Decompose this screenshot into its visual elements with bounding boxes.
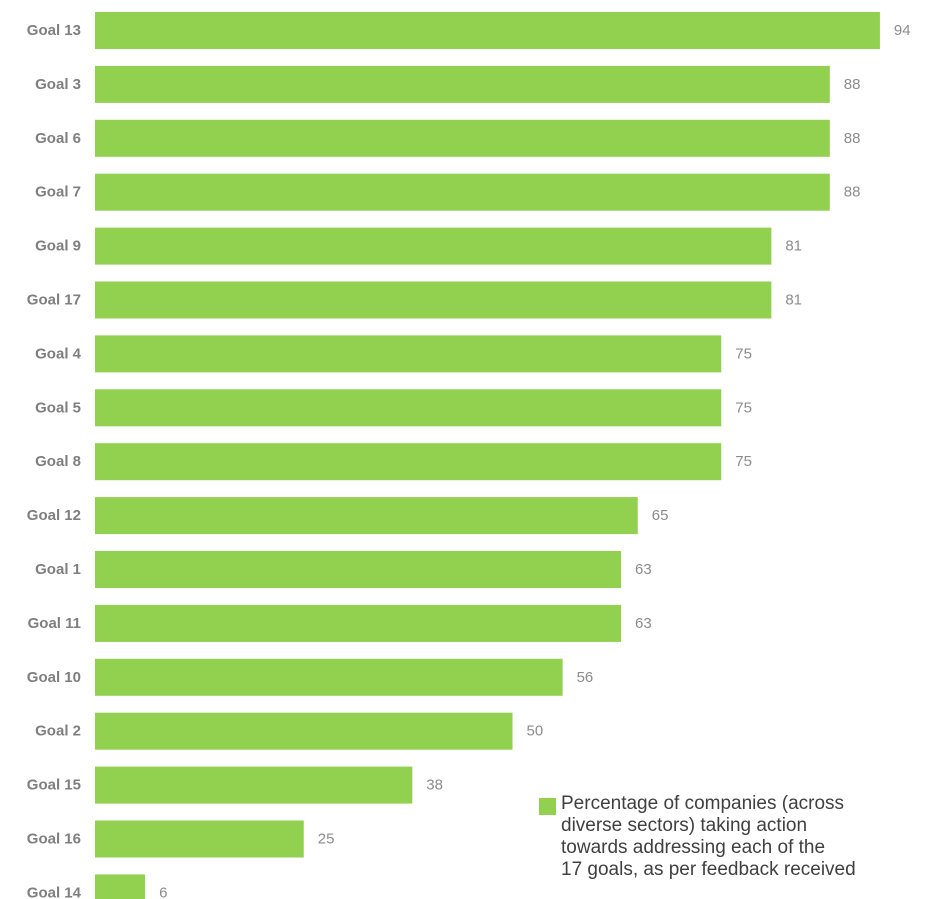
bar — [95, 335, 722, 373]
category-label: Goal 10 — [27, 669, 81, 686]
value-label: 81 — [785, 292, 802, 309]
value-label: 88 — [844, 76, 861, 93]
category-label: Goal 14 — [27, 884, 82, 899]
legend-label: Percentage of companies (across diverse … — [561, 793, 856, 880]
category-label: Goal 16 — [27, 831, 81, 848]
legend-swatch — [539, 798, 556, 815]
bar — [95, 12, 880, 49]
category-label: Goal 7 — [35, 184, 81, 201]
value-label: 94 — [894, 22, 911, 39]
value-label: 88 — [844, 130, 861, 147]
bars-group — [95, 12, 880, 899]
value-label: 75 — [735, 345, 752, 362]
bar — [95, 227, 772, 265]
bar — [95, 766, 413, 804]
bar — [95, 443, 722, 481]
category-label: Goal 3 — [35, 76, 81, 93]
value-label: 88 — [844, 184, 861, 201]
bar — [95, 874, 146, 899]
bar — [95, 604, 622, 642]
category-label: Goal 5 — [35, 399, 81, 416]
category-label: Goal 8 — [35, 453, 81, 470]
category-label: Goal 2 — [35, 723, 81, 740]
bar — [95, 712, 513, 750]
value-label: 38 — [426, 777, 443, 794]
category-label: Goal 12 — [27, 507, 81, 524]
category-label: Goal 11 — [28, 615, 81, 632]
value-label: 56 — [577, 669, 594, 686]
category-label: Goal 9 — [35, 238, 81, 255]
value-label: 25 — [318, 831, 335, 848]
bar — [95, 281, 772, 319]
value-label: 65 — [652, 507, 669, 524]
labels-group: Goal 13 94 Goal 3 88 Goal 6 88 Goal 7 88 Goal 9 8… — [27, 22, 911, 899]
value-label: 50 — [527, 723, 544, 740]
bar — [95, 173, 830, 211]
value-label: 75 — [735, 453, 752, 470]
bar — [95, 820, 304, 858]
category-label: Goal 17 — [27, 292, 81, 309]
category-label: Goal 4 — [35, 345, 82, 362]
category-label: Goal 13 — [27, 22, 81, 39]
value-label: 75 — [735, 399, 752, 416]
value-label: 81 — [785, 238, 802, 255]
bar — [95, 497, 638, 535]
bar — [95, 389, 722, 427]
bar — [95, 658, 563, 696]
value-label: 63 — [635, 561, 652, 578]
value-label: 6 — [159, 884, 167, 899]
category-label: Goal 1 — [35, 561, 81, 578]
category-label: Goal 15 — [27, 777, 81, 794]
category-label: Goal 6 — [35, 130, 81, 147]
bar — [95, 551, 622, 588]
value-label: 63 — [635, 615, 652, 632]
bar — [95, 119, 830, 157]
bar — [95, 65, 830, 103]
